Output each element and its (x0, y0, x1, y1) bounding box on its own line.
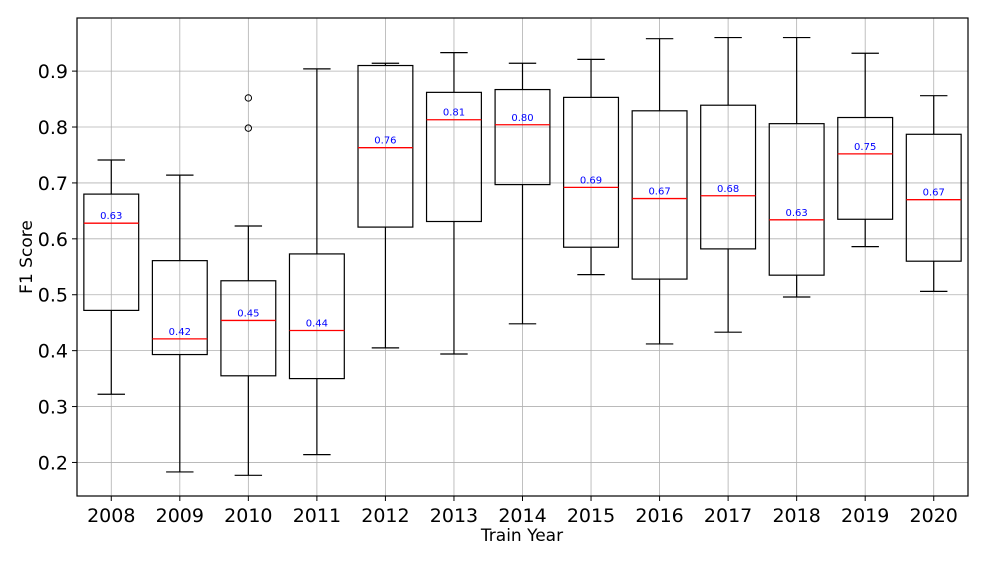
box-body (631, 110, 688, 280)
median-label: 0.81 (443, 108, 465, 119)
x-tick-label: 2014 (498, 505, 546, 527)
median-label: 0.76 (374, 136, 396, 147)
box-2020: 0.67 (905, 95, 962, 292)
box-body (425, 91, 482, 223)
x-tick-label: 2009 (156, 505, 204, 527)
box-2010: 0.45 (220, 94, 277, 476)
x-tick-label: 2020 (910, 505, 958, 527)
box-2017: 0.68 (700, 36, 757, 333)
box-2008: 0.63 (83, 159, 140, 395)
y-tick-label: 0.6 (38, 229, 68, 251)
box-body (151, 260, 208, 356)
box-body (905, 133, 962, 262)
median-label: 0.42 (169, 327, 191, 338)
box-body (357, 64, 414, 228)
x-tick-label: 2018 (772, 505, 820, 527)
x-tick-label: 2012 (361, 505, 409, 527)
box-2018: 0.63 (768, 36, 825, 298)
box-body (700, 104, 757, 250)
box-2019: 0.75 (837, 52, 894, 248)
box-body (83, 193, 140, 311)
median-label: 0.63 (100, 211, 122, 222)
median-label: 0.44 (306, 319, 328, 330)
y-tick-label: 0.2 (38, 452, 68, 474)
x-tick-label: 2010 (224, 505, 272, 527)
flier-point (244, 124, 253, 132)
x-tick-label: 2013 (430, 505, 478, 527)
flier-point (244, 94, 253, 102)
box-body (220, 280, 277, 377)
box-body (494, 88, 551, 186)
x-tick-label: 2016 (635, 505, 683, 527)
y-tick-label: 0.7 (38, 173, 68, 195)
box-body (837, 116, 894, 220)
median-label: 0.63 (786, 208, 808, 219)
median-label: 0.69 (580, 175, 602, 186)
y-tick-label: 0.3 (38, 397, 68, 419)
median-label: 0.80 (511, 113, 533, 124)
x-tick-label: 2019 (841, 505, 889, 527)
box-2016: 0.67 (631, 38, 688, 345)
box-body (563, 96, 620, 248)
x-tick-label: 2008 (87, 505, 135, 527)
box-2014: 0.80 (494, 62, 551, 325)
x-tick-label: 2017 (704, 505, 752, 527)
box-layer: 0.63 0.42 0.45 0.44 0.76 0.81 0.80 0.69 0.67 0.68… (83, 36, 962, 476)
median-label: 0.75 (854, 142, 876, 153)
box-2011: 0.44 (288, 68, 345, 456)
plot-frame (76, 17, 969, 497)
box-2012: 0.76 (357, 62, 414, 349)
box-2015: 0.69 (563, 58, 620, 276)
box-body (768, 123, 825, 276)
median-label: 0.68 (717, 184, 739, 195)
median-label: 0.67 (648, 187, 670, 198)
y-tick-label: 0.9 (38, 61, 68, 83)
y-tick-label: 0.5 (38, 285, 68, 307)
tick-layer: 0.2 0.3 0.4 0.5 0.6 0.7 0.8 0.9 2008 2009 2010 2011… (38, 61, 958, 527)
box-2009: 0.42 (151, 174, 208, 473)
x-tick-label: 2011 (293, 505, 341, 527)
box-2013: 0.81 (425, 52, 482, 355)
y-axis-label: F1 Score (17, 220, 37, 294)
x-tick-label: 2015 (567, 505, 615, 527)
x-axis-label: Train Year (480, 526, 563, 546)
median-label: 0.45 (237, 308, 259, 319)
y-tick-label: 0.8 (38, 117, 68, 139)
median-label: 0.67 (923, 188, 945, 199)
box-body (288, 253, 345, 380)
y-tick-label: 0.4 (38, 341, 68, 363)
